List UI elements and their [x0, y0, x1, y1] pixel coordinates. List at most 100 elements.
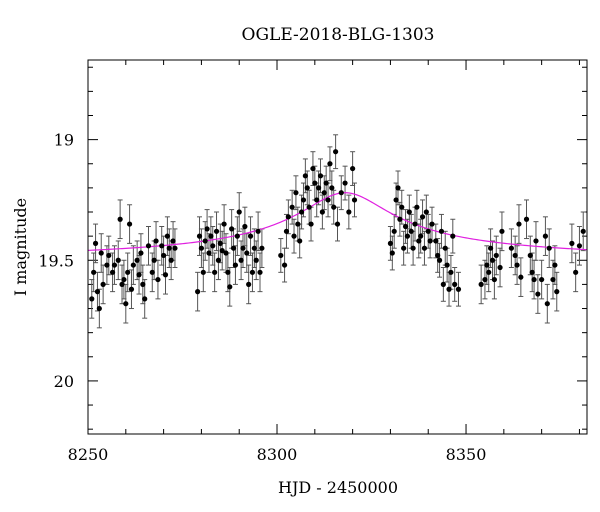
data-point [401, 245, 407, 251]
data-point [544, 301, 550, 307]
data-point [455, 286, 462, 292]
data-point [223, 250, 229, 256]
data-point [435, 252, 441, 259]
data-point [321, 190, 327, 196]
data-point [346, 209, 352, 215]
data-point [317, 173, 324, 179]
data-point [433, 238, 439, 244]
data-point [202, 238, 208, 244]
data-point [104, 262, 110, 268]
data-point [121, 276, 127, 283]
data-point [295, 221, 301, 227]
data-point [325, 197, 331, 203]
data-point [393, 197, 399, 203]
model-curve [88, 192, 587, 251]
data-point [423, 209, 429, 215]
data-points [89, 149, 586, 312]
plot-frame [87, 59, 588, 435]
data-point [164, 233, 170, 239]
data-point [300, 197, 307, 203]
data-point [208, 233, 214, 239]
data-point [251, 245, 257, 251]
data-point [115, 257, 121, 263]
data-point [427, 238, 433, 244]
data-point [246, 281, 252, 287]
data-point [145, 243, 152, 249]
data-point [512, 252, 518, 259]
data-point [125, 269, 131, 275]
data-point [450, 233, 456, 239]
data-point [331, 204, 337, 210]
data-point [162, 272, 169, 278]
data-point [236, 209, 242, 215]
data-point [136, 272, 142, 278]
data-point [91, 269, 97, 275]
data-point [497, 264, 503, 271]
data-point [351, 197, 358, 203]
data-point [408, 228, 414, 234]
data-point [281, 262, 288, 268]
data-point [291, 233, 297, 239]
x-tick-label: 8250 [68, 445, 109, 464]
data-point [491, 276, 497, 283]
data-point [486, 269, 492, 275]
error-bars [89, 134, 586, 329]
data-point [576, 243, 583, 249]
data-point [242, 223, 248, 230]
chart-title: OGLE-2018-BLG-1303 [242, 25, 435, 45]
data-point [298, 209, 305, 215]
data-point [399, 204, 405, 210]
data-point [489, 257, 496, 263]
data-point [149, 269, 155, 275]
data-point [387, 240, 394, 246]
data-point [293, 190, 299, 196]
data-point [130, 262, 136, 268]
x-tick-label: 8350 [446, 445, 487, 464]
data-point [327, 161, 333, 167]
data-point [542, 233, 549, 239]
data-point [546, 245, 552, 251]
data-point [117, 216, 123, 222]
data-point [527, 252, 533, 259]
data-point [204, 226, 210, 232]
data-point [94, 289, 101, 295]
data-point [406, 209, 412, 215]
data-point [516, 221, 522, 227]
data-point [334, 221, 341, 227]
data-point [109, 269, 116, 275]
data-point [404, 233, 411, 239]
data-point [312, 180, 318, 186]
y-tick-label: 19 [54, 131, 74, 150]
data-point [219, 248, 225, 254]
data-point [333, 149, 339, 155]
x-tick-label: 8300 [257, 445, 298, 464]
data-point [168, 257, 174, 263]
tick-labels: 8250 8300 8350 19 19.5 20 [38, 131, 486, 464]
data-point [259, 245, 265, 251]
data-point [210, 243, 216, 249]
data-point [533, 238, 539, 244]
data-point [140, 281, 146, 287]
data-point [531, 276, 537, 283]
x-axis-label: HJD - 2450000 [278, 478, 398, 497]
data-point [306, 204, 312, 210]
data-point [440, 281, 446, 287]
data-point [196, 233, 203, 239]
data-point [319, 209, 325, 215]
data-point [514, 262, 520, 268]
data-point [212, 269, 218, 275]
data-point [126, 221, 133, 227]
data-point [342, 180, 348, 186]
data-point [338, 190, 344, 196]
data-point [257, 269, 263, 275]
data-point [89, 296, 95, 302]
data-point [421, 245, 428, 251]
data-point [448, 269, 454, 275]
data-point [213, 228, 220, 234]
data-point [429, 221, 435, 227]
data-point [418, 233, 424, 239]
data-point [580, 228, 586, 234]
data-point [283, 228, 290, 234]
data-point [414, 204, 420, 210]
data-point [200, 269, 206, 275]
